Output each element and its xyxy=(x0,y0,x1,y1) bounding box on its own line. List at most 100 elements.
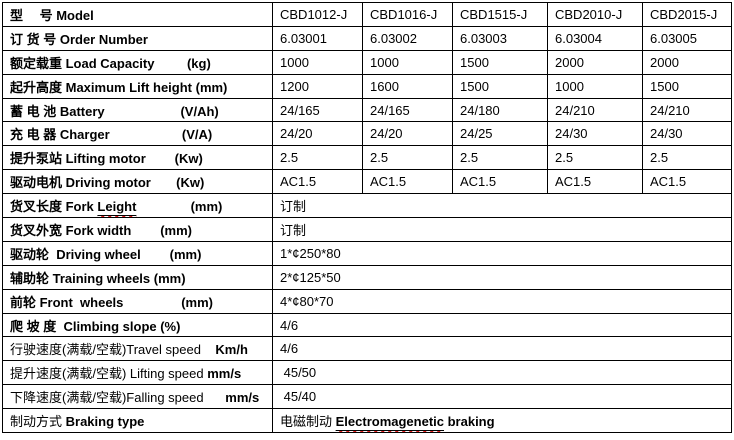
front-wheels-value: 4*¢80*70 xyxy=(272,288,732,314)
row-lifting-motor: 提升泵站 Lifting motor (Kw) 2.5 2.5 2.5 2.5 … xyxy=(2,145,732,171)
row-fork-length: 货叉长度 Fork Leight (mm) 订制 xyxy=(2,193,732,219)
row-falling-speed: 下降速度(满载/空载)Falling speed mm/s 45/40 xyxy=(2,384,732,410)
travel-speed-label-text: 行驶速度(满载/空载)Travel speed xyxy=(10,342,201,358)
braking-type-value: 电磁制动 Electromagenetic braking xyxy=(272,408,732,434)
row-climbing-slope: 爬 坡 度 Climbing slope (%) 4/6 xyxy=(2,312,732,338)
row-lifting-speed: 提升速度(满载/空载) Lifting speed mm/s 45/50 xyxy=(2,360,732,386)
row-driving-wheel: 驱动轮 Driving wheel (mm) 1*¢250*80 xyxy=(2,240,732,266)
driving-wheel-value: 1*¢250*80 xyxy=(272,240,732,266)
spec-label-lift-height: 起升高度 Maximum Lift height (mm) xyxy=(2,73,273,99)
order-number-value-5: 6.03005 xyxy=(642,25,732,51)
row-model: 型 号 Model CBD1012-J CBD1016-J CBD1515-J … xyxy=(2,2,732,27)
lift-height-value-4: 1000 xyxy=(547,73,643,99)
driving-motor-value-3: AC1.5 xyxy=(452,169,548,195)
driving-motor-value-4: AC1.5 xyxy=(547,169,643,195)
driving-motor-value-1: AC1.5 xyxy=(272,169,363,195)
spec-label-model: 型 号 Model xyxy=(2,2,273,27)
charger-value-3: 24/25 xyxy=(452,121,548,147)
charger-value-5: 24/30 xyxy=(642,121,732,147)
spec-label-braking-type: 制动方式 Braking type xyxy=(2,408,273,434)
battery-value-1: 24/165 xyxy=(272,97,363,123)
spec-label-fork-width: 货叉外宽 Fork width (mm) xyxy=(2,217,273,242)
climbing-slope-value: 4/6 xyxy=(272,312,732,338)
model-value-3: CBD1515-J xyxy=(452,2,548,27)
battery-value-5: 24/210 xyxy=(642,97,732,123)
lifting-speed-label-unit: mm/s xyxy=(207,366,242,382)
spec-label-order-number: 订 货 号 Order Number xyxy=(2,25,273,51)
spec-label-driving-motor: 驱动电机 Driving motor (Kw) xyxy=(2,169,273,195)
spec-label-battery: 蓄 电 池 Battery (V/Ah) xyxy=(2,97,273,123)
spec-label-lifting-speed: 提升速度(满载/空载) Lifting speed mm/s xyxy=(2,360,273,386)
braking-type-value-cn: 电磁制动 xyxy=(280,414,336,430)
row-charger: 充 电 器 Charger (V/A) 24/20 24/20 24/25 24… xyxy=(2,121,732,147)
charger-value-2: 24/20 xyxy=(362,121,453,147)
model-value-2: CBD1016-J xyxy=(362,2,453,27)
fork-length-misspelled-word: Leight xyxy=(97,199,137,215)
driving-motor-value-2: AC1.5 xyxy=(362,169,453,195)
row-fork-width: 货叉外宽 Fork width (mm) 订制 xyxy=(2,217,732,242)
spec-label-lifting-motor: 提升泵站 Lifting motor (Kw) xyxy=(2,145,273,171)
load-capacity-value-1: 1000 xyxy=(272,49,363,75)
battery-value-2: 24/165 xyxy=(362,97,453,123)
driving-motor-value-5: AC1.5 xyxy=(642,169,732,195)
lifting-motor-value-3: 2.5 xyxy=(452,145,548,171)
lift-height-value-3: 1500 xyxy=(452,73,548,99)
lifting-speed-value: 45/50 xyxy=(272,360,732,386)
order-number-value-4: 6.03004 xyxy=(547,25,643,51)
row-load-capacity: 额定载重 Load Capacity (kg) 1000 1000 1500 2… xyxy=(2,49,732,75)
lift-height-value-2: 1600 xyxy=(362,73,453,99)
spec-label-climbing-slope: 爬 坡 度 Climbing slope (%) xyxy=(2,312,273,338)
travel-speed-value: 4/6 xyxy=(272,336,732,362)
lifting-motor-value-2: 2.5 xyxy=(362,145,453,171)
row-lift-height: 起升高度 Maximum Lift height (mm) 1200 1600 … xyxy=(2,73,732,99)
training-wheels-value: 2*¢125*50 xyxy=(272,264,732,290)
spec-label-travel-speed: 行驶速度(满载/空载)Travel speed Km/h xyxy=(2,336,273,362)
falling-speed-label-text: 下降速度(满载/空载)Falling speed xyxy=(10,390,204,406)
lift-height-value-1: 1200 xyxy=(272,73,363,99)
load-capacity-value-5: 2000 xyxy=(642,49,732,75)
travel-speed-label-unit: Km/h xyxy=(200,342,248,358)
falling-speed-label-unit: mm/s xyxy=(203,390,260,406)
spec-label-front-wheels: 前轮 Front wheels (mm) xyxy=(2,288,273,314)
row-battery: 蓄 电 池 Battery (V/Ah) 24/165 24/165 24/18… xyxy=(2,97,732,123)
lift-height-value-5: 1500 xyxy=(642,73,732,99)
spec-label-training-wheels: 辅助轮 Training wheels (mm) xyxy=(2,264,273,290)
falling-speed-value: 45/40 xyxy=(272,384,732,410)
row-travel-speed: 行驶速度(满载/空载)Travel speed Km/h 4/6 xyxy=(2,336,732,362)
lifting-motor-value-5: 2.5 xyxy=(642,145,732,171)
charger-value-4: 24/30 xyxy=(547,121,643,147)
row-braking-type: 制动方式 Braking type 电磁制动 Electromagenetic … xyxy=(2,408,732,434)
lifting-speed-label-text: 提升速度(满载/空载) Lifting speed xyxy=(10,366,208,382)
braking-type-label-cn: 制动方式 xyxy=(10,414,66,430)
lifting-motor-value-1: 2.5 xyxy=(272,145,363,171)
row-training-wheels: 辅助轮 Training wheels (mm) 2*¢125*50 xyxy=(2,264,732,290)
order-number-value-1: 6.03001 xyxy=(272,25,363,51)
spec-label-driving-wheel: 驱动轮 Driving wheel (mm) xyxy=(2,240,273,266)
model-value-1: CBD1012-J xyxy=(272,2,363,27)
model-value-5: CBD2015-J xyxy=(642,2,732,27)
spec-label-fork-length: 货叉长度 Fork Leight (mm) xyxy=(2,193,273,219)
battery-value-4: 24/210 xyxy=(547,97,643,123)
spec-table: 型 号 Model CBD1012-J CBD1016-J CBD1515-J … xyxy=(2,2,732,434)
braking-type-misspelled-word: Electromagenetic xyxy=(335,414,444,430)
charger-value-1: 24/20 xyxy=(272,121,363,147)
spec-table-body: 型 号 Model CBD1012-J CBD1016-J CBD1515-J … xyxy=(2,2,732,434)
spec-label-load-capacity: 额定载重 Load Capacity (kg) xyxy=(2,49,273,75)
lifting-motor-value-4: 2.5 xyxy=(547,145,643,171)
load-capacity-value-2: 1000 xyxy=(362,49,453,75)
fork-length-label-pre: 货叉长度 Fork xyxy=(10,199,98,215)
braking-type-value-en-rest: braking xyxy=(444,414,495,430)
spec-label-falling-speed: 下降速度(满载/空载)Falling speed mm/s xyxy=(2,384,273,410)
row-driving-motor: 驱动电机 Driving motor (Kw) AC1.5 AC1.5 AC1.… xyxy=(2,169,732,195)
row-front-wheels: 前轮 Front wheels (mm) 4*¢80*70 xyxy=(2,288,732,314)
fork-length-label-unit: (mm) xyxy=(136,199,223,215)
fork-length-value: 订制 xyxy=(272,193,732,219)
load-capacity-value-3: 1500 xyxy=(452,49,548,75)
load-capacity-value-4: 2000 xyxy=(547,49,643,75)
order-number-value-3: 6.03003 xyxy=(452,25,548,51)
order-number-value-2: 6.03002 xyxy=(362,25,453,51)
fork-width-value: 订制 xyxy=(272,217,732,242)
model-value-4: CBD2010-J xyxy=(547,2,643,27)
spec-label-charger: 充 电 器 Charger (V/A) xyxy=(2,121,273,147)
battery-value-3: 24/180 xyxy=(452,97,548,123)
